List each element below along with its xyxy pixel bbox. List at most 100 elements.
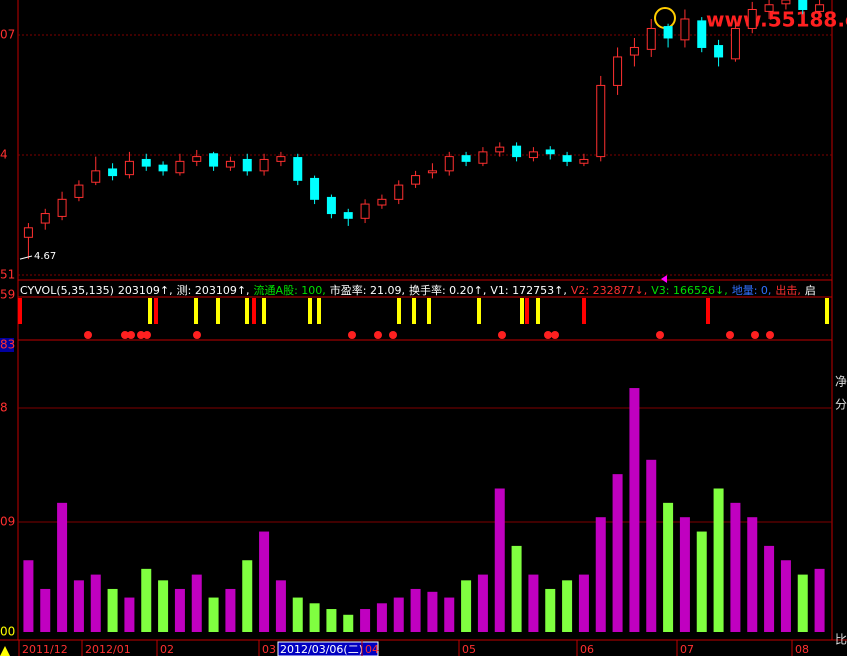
x-tick-label: 08: [795, 643, 809, 656]
volume-bar: [90, 574, 101, 632]
volume-bar: [747, 517, 758, 632]
volume-bar: [696, 531, 707, 632]
volume-bar: [595, 517, 606, 632]
volume-bar: [764, 545, 775, 632]
signal: [262, 298, 266, 324]
candle-body: [764, 4, 774, 12]
volume-bar: [511, 545, 522, 632]
y-tick-label: 4: [0, 148, 8, 162]
volume-bar: [292, 597, 303, 632]
candle-body: [141, 158, 151, 167]
marker: [0, 646, 10, 656]
candle-body: [394, 184, 404, 200]
candle-body: [697, 20, 707, 48]
candle-body: [444, 156, 454, 172]
volume-bar: [73, 580, 84, 632]
candle-body: [579, 158, 589, 164]
volume-bar: [780, 560, 791, 632]
signal: [477, 298, 481, 324]
low-label: 4.67: [34, 251, 56, 262]
dot: [374, 331, 382, 339]
candle-body: [730, 27, 740, 60]
candle-body: [562, 155, 572, 162]
candle-body: [663, 26, 673, 39]
indicator-item: 出击,: [775, 284, 801, 297]
volume-bar: [57, 502, 68, 632]
candle-body: [242, 158, 252, 172]
signal: [536, 298, 540, 324]
y-tick-label: 59: [0, 288, 15, 302]
signal: [520, 298, 524, 324]
candle-body: [158, 164, 168, 172]
volume-bar: [124, 597, 135, 632]
candle-body: [276, 156, 286, 162]
indicator-bar: CYVOL(5,35,135) 203109↑, 测: 203109↑, 流通A股: …: [20, 282, 820, 298]
candle-body: [124, 160, 134, 176]
volume-bar: [545, 588, 556, 632]
volume-bar: [477, 574, 488, 632]
volume-bar: [679, 517, 690, 632]
signal: [825, 298, 829, 324]
signal-strip: [18, 298, 829, 324]
signal: [525, 298, 529, 324]
dot: [766, 331, 774, 339]
volume-bar: [23, 560, 34, 632]
candle-body: [360, 203, 370, 219]
side-label: 分: [835, 398, 847, 412]
signal: [706, 298, 710, 324]
y-tick-label: 83: [0, 338, 15, 352]
signal: [427, 298, 431, 324]
signal: [308, 298, 312, 324]
volume-bar: [158, 580, 169, 632]
indicator-item: 测: 203109↑,: [176, 284, 250, 297]
candle-body: [495, 146, 505, 153]
volume-bar: [208, 597, 219, 632]
candle-body: [175, 160, 185, 174]
indicator-item: 市盈率: 21.09,: [329, 284, 405, 297]
signal: [397, 298, 401, 324]
candle-body: [815, 4, 825, 12]
volume-bar: [612, 474, 623, 632]
volume-bar: [528, 574, 539, 632]
volume-bar: [309, 603, 320, 632]
x-tick-label: 2011/12: [22, 643, 68, 656]
volume-bar: [797, 574, 808, 632]
volume-bar: [40, 588, 51, 632]
candle-body: [108, 168, 118, 177]
indicator-item: 换手率: 0.20↑,: [408, 284, 487, 297]
x-tick-label: 2012/03/06(二): [280, 643, 363, 656]
candle-body: [747, 8, 757, 29]
candle-body: [293, 157, 303, 181]
volume-bar: [141, 568, 152, 632]
volume-bar: [393, 597, 404, 632]
signal: [252, 298, 256, 324]
volume-bar: [107, 588, 118, 632]
dot: [656, 331, 664, 339]
candle-body: [646, 27, 656, 50]
x-tick-label: 2012/01: [85, 643, 131, 656]
dot: [551, 331, 559, 339]
dot: [143, 331, 151, 339]
volume-bar: [578, 574, 589, 632]
indicator-item: 流通A股: 100,: [253, 284, 326, 297]
dot: [348, 331, 356, 339]
candle-body: [91, 170, 101, 183]
candle-body: [326, 196, 336, 215]
signal: [148, 298, 152, 324]
volume-bar: [814, 568, 825, 632]
indicator-item: 203109↑,: [117, 284, 173, 297]
marker: [661, 275, 667, 283]
dot: [84, 331, 92, 339]
candle-body: [613, 56, 623, 86]
x-tick-label: 04: [365, 643, 379, 656]
signal: [317, 298, 321, 324]
candle-body: [798, 0, 808, 10]
indicator-item: 地量: 0,: [731, 284, 772, 297]
signal: [194, 298, 198, 324]
signal: [18, 298, 22, 324]
candle-body: [781, 0, 791, 5]
candle-body: [427, 170, 437, 174]
indicator-item: CYVOL(5,35,135): [20, 284, 114, 297]
volume-bar: [461, 580, 472, 632]
